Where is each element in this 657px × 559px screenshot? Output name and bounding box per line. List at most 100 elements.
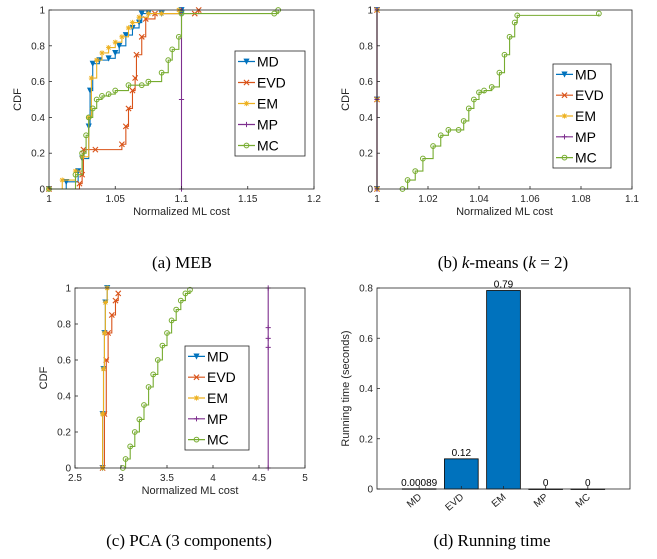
x-tick-label: 1 <box>374 194 380 205</box>
data-point-mc <box>496 69 503 76</box>
data-point-mc <box>488 84 495 90</box>
legend-entry: MD <box>207 348 229 364</box>
data-point-em <box>125 25 132 31</box>
y-tick-label: 0.8 <box>359 41 373 52</box>
data-point-mc <box>178 10 185 17</box>
data-point-mc <box>154 357 161 363</box>
y-axis-label: CDF <box>12 88 24 111</box>
series-line-mc <box>49 10 279 190</box>
data-point-evd <box>138 33 145 40</box>
data-point-evd <box>118 141 125 148</box>
data-point-evd <box>76 180 83 187</box>
series-mp <box>265 285 271 471</box>
caption-part: k <box>528 253 536 272</box>
legend: MD EVD EM MP MC <box>234 50 306 157</box>
data-point-md <box>89 60 96 67</box>
bar-value-label: 0.12 <box>452 448 472 459</box>
data-point-mc <box>430 143 437 149</box>
caption-part: = 2) <box>536 253 568 272</box>
data-point-md <box>112 50 119 57</box>
x-tick-label: MP <box>532 492 551 510</box>
data-point-mc <box>83 132 89 139</box>
data-point-evd <box>132 75 139 82</box>
data-point-evd <box>125 105 132 112</box>
legend-entry: MD <box>575 66 597 82</box>
data-point-mc <box>122 456 129 462</box>
legend: MD EVD EM MP MC <box>552 63 612 169</box>
data-point-mc <box>271 10 278 17</box>
y-axis-label: CDF <box>340 88 352 111</box>
data-point-em <box>102 299 108 305</box>
data-point-mc <box>514 12 521 19</box>
legend-marker <box>561 92 568 99</box>
y-tick-label: 0.6 <box>31 77 45 88</box>
legend-entry: MP <box>207 411 228 427</box>
data-point-em <box>112 39 118 45</box>
data-point-em <box>159 10 165 17</box>
caption-part: k <box>462 253 470 272</box>
data-point-mc <box>168 317 175 324</box>
legend-entry: MC <box>575 150 597 166</box>
data-point-mc <box>455 127 462 133</box>
bar-value-label: 0 <box>543 478 549 489</box>
data-point-mc <box>136 416 143 423</box>
plot-frame <box>376 9 633 190</box>
y-tick-label: 0 <box>367 185 373 196</box>
legend-entry: EVD <box>575 87 604 103</box>
y-tick-label: 0.2 <box>359 434 373 445</box>
series-mc <box>119 286 193 471</box>
legend: MD EVD EM MP MC <box>184 345 250 451</box>
y-tick-label: 0.6 <box>359 334 373 345</box>
panel-a: 1 1.05 1.1 1.15 1.2 Normalized ML cost 0 0.2 0.4… <box>12 6 321 273</box>
data-point-mc <box>404 177 411 183</box>
x-axis-label: Normalized ML cost <box>133 206 230 218</box>
data-point-mc <box>89 105 96 112</box>
data-point-mc <box>460 118 467 124</box>
legend-entry: MC <box>207 432 229 448</box>
x-tick-label: 1 <box>46 194 52 205</box>
bar-evd <box>444 458 479 490</box>
series-mc <box>399 10 602 192</box>
y-axis-label: Running time (seconds) <box>340 330 352 446</box>
x-tick-label: 5 <box>302 473 308 484</box>
data-point-em <box>136 14 142 20</box>
data-point-em <box>101 330 108 336</box>
x-tick-label: 1.15 <box>238 194 258 205</box>
data-point-evd <box>115 290 122 297</box>
y-tick-label: 0.6 <box>359 77 373 88</box>
data-point-md <box>122 32 129 39</box>
legend-entry: MC <box>257 138 279 154</box>
legend-entry: MP <box>257 117 278 133</box>
data-point-evd <box>133 51 140 58</box>
data-point-mc <box>141 402 147 408</box>
y-tick-label: 0.6 <box>57 356 71 367</box>
x-tick-label: 1.05 <box>106 194 126 205</box>
series-em <box>46 7 182 192</box>
y-tick-label: 0.4 <box>359 384 373 395</box>
y-tick-label: 1 <box>39 6 45 17</box>
series-line-mc <box>122 289 191 469</box>
legend-marker <box>193 353 200 360</box>
caption-part: -means ( <box>469 253 528 272</box>
legend-entry: EM <box>257 96 278 112</box>
legend-marker <box>243 142 250 149</box>
series-line-md <box>49 10 183 190</box>
legend-entry: MD <box>257 54 279 70</box>
data-point-mc <box>165 57 172 64</box>
y-tick-label: 0.8 <box>57 320 71 331</box>
data-point-em <box>145 10 151 17</box>
x-tick-label: MC <box>574 492 593 510</box>
legend-entry: MP <box>575 129 596 145</box>
legend-marker <box>561 113 568 119</box>
data-point-mc <box>420 155 426 162</box>
legend-marker <box>243 100 250 107</box>
legend-marker <box>243 79 250 86</box>
data-point-em <box>59 177 65 183</box>
data-point-evd <box>129 87 136 94</box>
y-tick-label: 0.8 <box>31 41 45 52</box>
legend-marker <box>193 436 200 443</box>
data-point-mc <box>164 330 170 336</box>
x-tick-label: 1.1 <box>625 194 639 205</box>
data-point-mc <box>158 69 165 76</box>
